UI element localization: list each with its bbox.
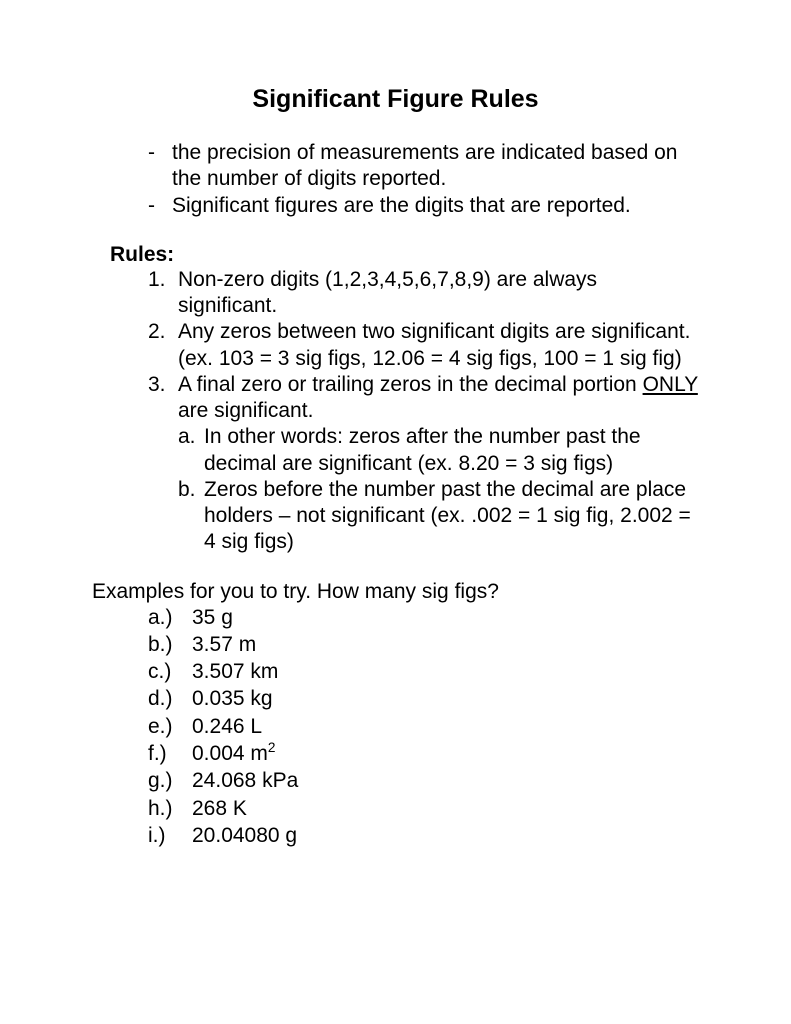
rule-text: A final zero or trailing zeros in the de… xyxy=(178,372,699,425)
intro-item: - the precision of measurements are indi… xyxy=(148,140,699,193)
sub-rule-number: a. xyxy=(178,424,204,477)
intro-section: - the precision of measurements are indi… xyxy=(148,140,699,219)
intro-text: Significant figures are the digits that … xyxy=(172,193,699,219)
example-text: 0.246 L xyxy=(192,713,699,740)
sub-rule-item: a. In other words: zeros after the numbe… xyxy=(178,424,699,477)
example-item: c.) 3.507 km xyxy=(148,658,699,685)
example-label: g.) xyxy=(148,767,192,794)
example-text: 3.507 km xyxy=(192,658,699,685)
example-item: g.) 24.068 kPa xyxy=(148,767,699,794)
example-item: i.) 20.04080 g xyxy=(148,822,699,849)
example-item: e.) 0.246 L xyxy=(148,713,699,740)
intro-item: - Significant figures are the digits tha… xyxy=(148,193,699,219)
example-item: b.) 3.57 m xyxy=(148,631,699,658)
example-text: 20.04080 g xyxy=(192,822,699,849)
rule-text: Non-zero digits (1,2,3,4,5,6,7,8,9) are … xyxy=(178,267,699,320)
sub-rule-text: In other words: zeros after the number p… xyxy=(204,424,699,477)
underline-text: ONLY xyxy=(643,373,698,396)
example-text: 268 K xyxy=(192,795,699,822)
rule-number: 3. xyxy=(148,372,178,425)
intro-text: the precision of measurements are indica… xyxy=(172,140,699,193)
example-text: 0.004 m2 xyxy=(192,740,699,767)
example-label: h.) xyxy=(148,795,192,822)
rule-item: 3. A final zero or trailing zeros in the… xyxy=(148,372,699,425)
rule-number: 2. xyxy=(148,319,178,372)
rule-item: 2. Any zeros between two significant dig… xyxy=(148,319,699,372)
example-item: h.) 268 K xyxy=(148,795,699,822)
rule-text: Any zeros between two significant digits… xyxy=(178,319,699,372)
example-label: e.) xyxy=(148,713,192,740)
sub-rule-text: Zeros before the number past the decimal… xyxy=(204,477,699,556)
example-text: 3.57 m xyxy=(192,631,699,658)
sub-rule-number: b. xyxy=(178,477,204,556)
example-label: f.) xyxy=(148,740,192,767)
sub-rule-item: b. Zeros before the number past the deci… xyxy=(178,477,699,556)
example-item: a.) 35 g xyxy=(148,604,699,631)
example-label: a.) xyxy=(148,604,192,631)
rules-list: 1. Non-zero digits (1,2,3,4,5,6,7,8,9) a… xyxy=(148,267,699,556)
example-label: d.) xyxy=(148,685,192,712)
example-item: f.) 0.004 m2 xyxy=(148,740,699,767)
rule-item: 1. Non-zero digits (1,2,3,4,5,6,7,8,9) a… xyxy=(148,267,699,320)
example-label: b.) xyxy=(148,631,192,658)
example-text: 0.035 kg xyxy=(192,685,699,712)
superscript: 2 xyxy=(268,740,276,755)
bullet-dash: - xyxy=(148,140,172,193)
example-text: 24.068 kPa xyxy=(192,767,699,794)
sub-rules-list: a. In other words: zeros after the numbe… xyxy=(178,424,699,555)
rule-number: 1. xyxy=(148,267,178,320)
example-label: i.) xyxy=(148,822,192,849)
page-title: Significant Figure Rules xyxy=(92,85,699,114)
document-page: Significant Figure Rules - the precision… xyxy=(0,0,791,889)
example-label: c.) xyxy=(148,658,192,685)
example-text: 35 g xyxy=(192,604,699,631)
example-item: d.) 0.035 kg xyxy=(148,685,699,712)
examples-heading: Examples for you to try. How many sig fi… xyxy=(92,580,699,604)
examples-list: a.) 35 g b.) 3.57 m c.) 3.507 km d.) 0.0… xyxy=(148,604,699,850)
bullet-dash: - xyxy=(148,193,172,219)
rules-heading: Rules: xyxy=(110,243,699,267)
